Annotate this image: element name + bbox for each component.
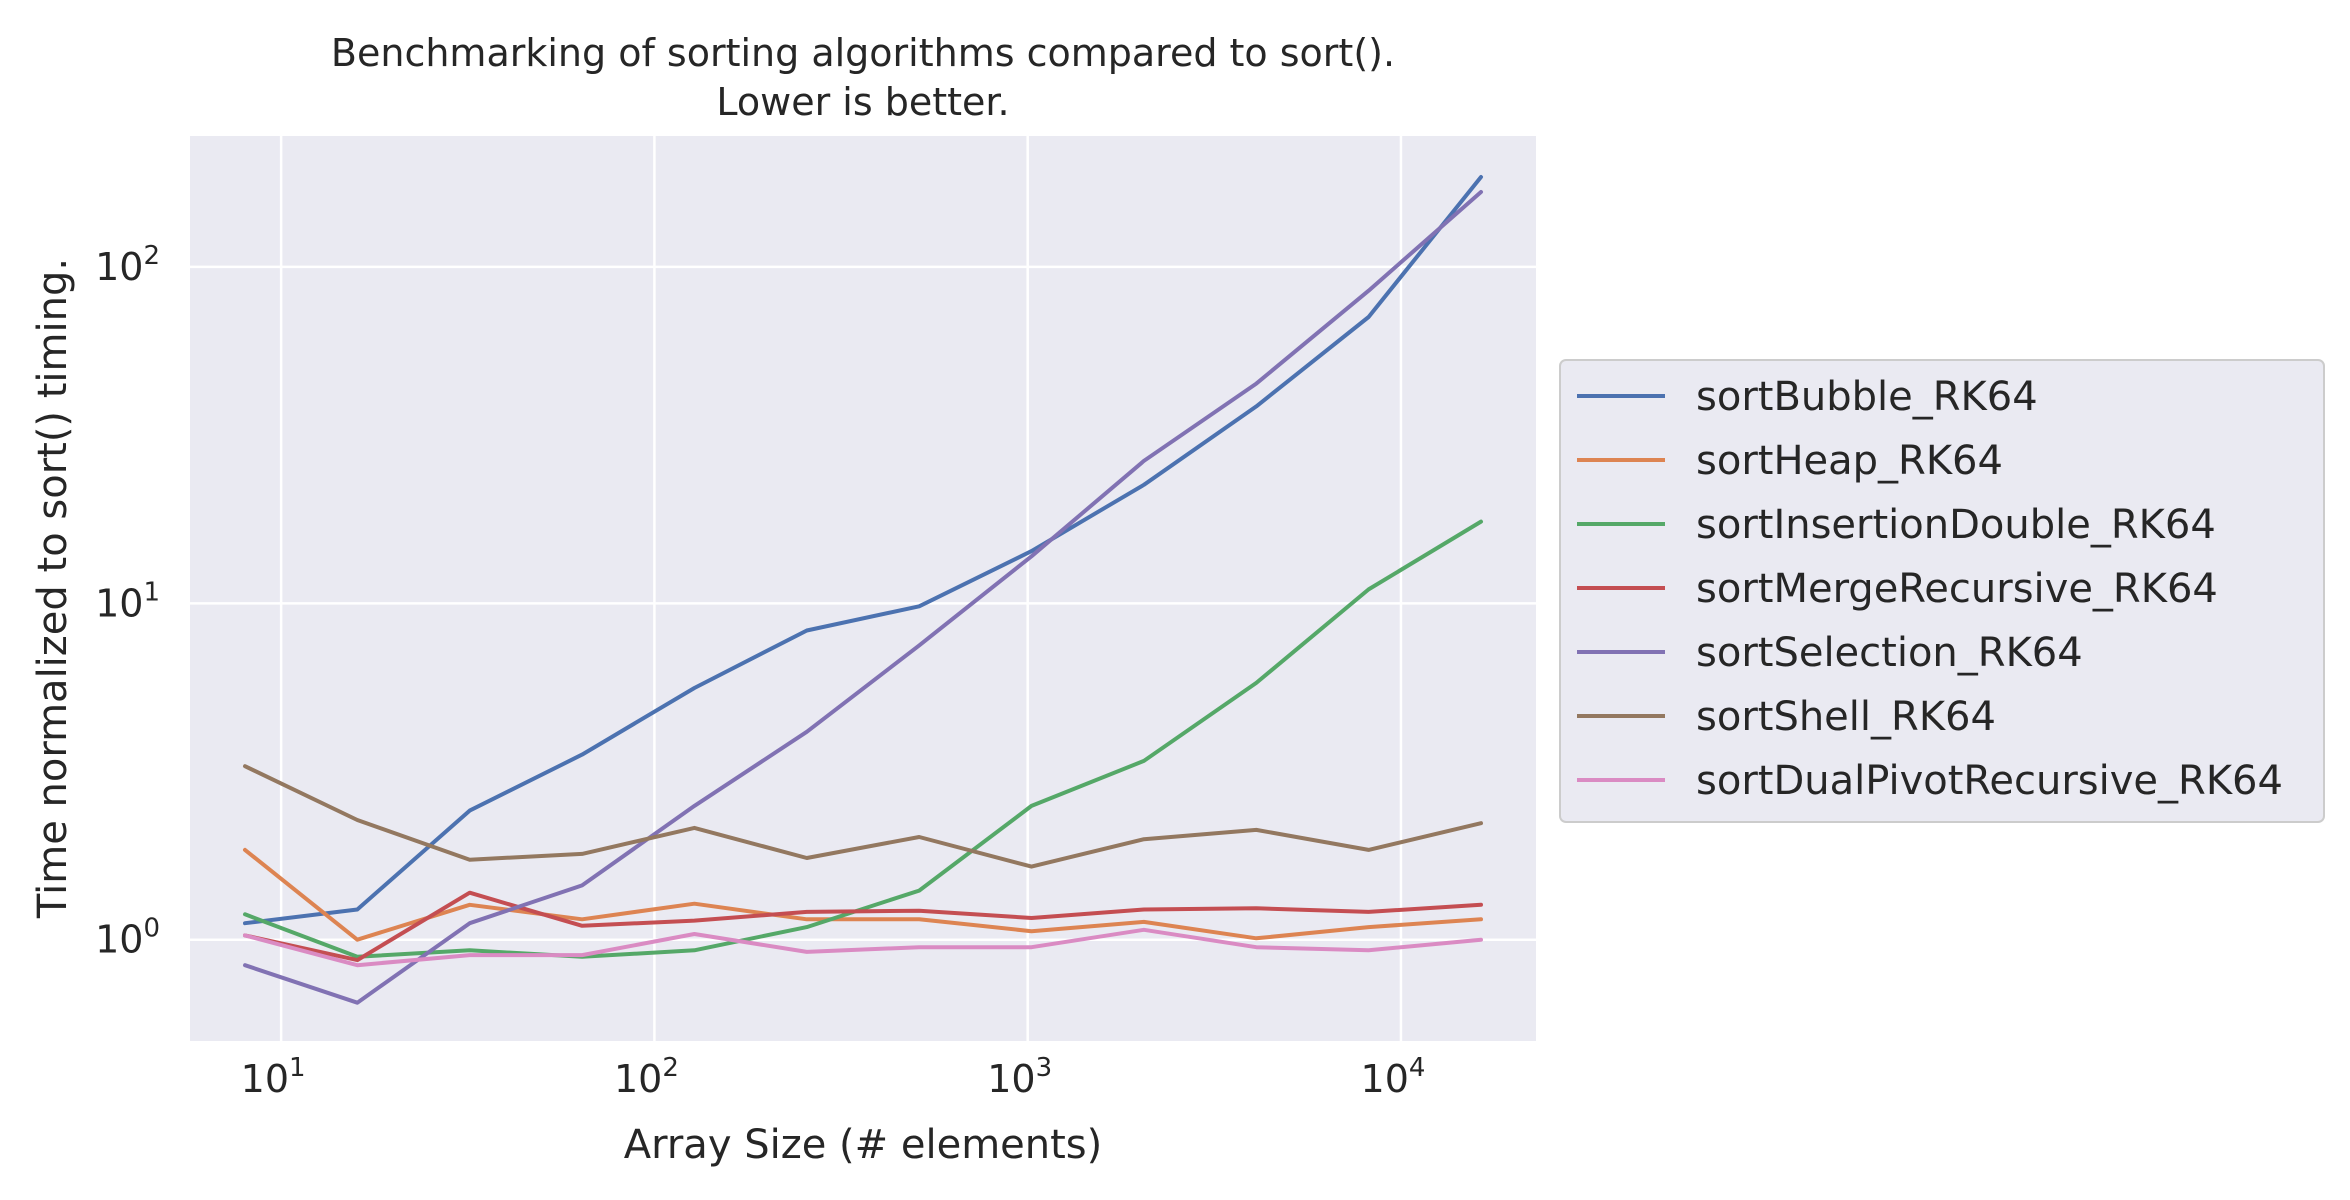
series-line-sortMergeRecursive_RK64 bbox=[243, 890, 1483, 963]
x-tick-label: 101 bbox=[241, 1053, 306, 1101]
x-axis-label: Array Size (# elements) bbox=[624, 1122, 1103, 1168]
series-line-sortInsertionDouble_RK64 bbox=[243, 519, 1483, 959]
series-lines bbox=[243, 175, 1483, 1005]
y-tick-label: 101 bbox=[95, 577, 160, 625]
series-line-sortShell_RK64 bbox=[243, 764, 1483, 869]
grid-lines bbox=[190, 136, 1536, 1041]
x-tick-label: 104 bbox=[1361, 1053, 1426, 1101]
legend-label: sortHeap_RK64 bbox=[1696, 438, 2003, 484]
chart-title: Benchmarking of sorting algorithms compa… bbox=[331, 31, 1395, 75]
series-line-sortDualPivotRecursive_RK64 bbox=[243, 927, 1483, 968]
x-tick-labels: 101 102 103 104 bbox=[241, 1053, 1426, 1101]
series-line-sortSelection_RK64 bbox=[243, 190, 1483, 1005]
y-tick-labels: 100 101 102 bbox=[95, 241, 160, 962]
x-tick-label: 103 bbox=[987, 1053, 1052, 1101]
legend-frame bbox=[1559, 359, 2325, 823]
legend-label: sortMergeRecursive_RK64 bbox=[1696, 566, 2218, 612]
y-axis-label: Time normalized to sort() timing. bbox=[30, 258, 76, 919]
series-line-sortBubble_RK64 bbox=[243, 175, 1483, 926]
plot-area bbox=[190, 136, 1536, 1041]
legend-label: sortSelection_RK64 bbox=[1696, 630, 2083, 676]
legend-label: sortDualPivotRecursive_RK64 bbox=[1696, 758, 2283, 804]
y-tick-label: 100 bbox=[95, 914, 160, 962]
x-tick-label: 102 bbox=[614, 1053, 679, 1101]
chart-subtitle: Lower is better. bbox=[716, 80, 1009, 124]
legend-entries: sortBubble_RK64 sortHeap_RK64 sortInsertio… bbox=[1577, 374, 2283, 804]
series-line-sortHeap_RK64 bbox=[243, 847, 1483, 942]
legend-label: sortBubble_RK64 bbox=[1696, 374, 2038, 420]
legend-label: sortInsertionDouble_RK64 bbox=[1696, 502, 2216, 548]
legend-label: sortShell_RK64 bbox=[1696, 694, 1996, 740]
legend: sortBubble_RK64 sortHeap_RK64 sortInsertio… bbox=[1559, 359, 2325, 823]
y-tick-label: 102 bbox=[95, 241, 160, 289]
